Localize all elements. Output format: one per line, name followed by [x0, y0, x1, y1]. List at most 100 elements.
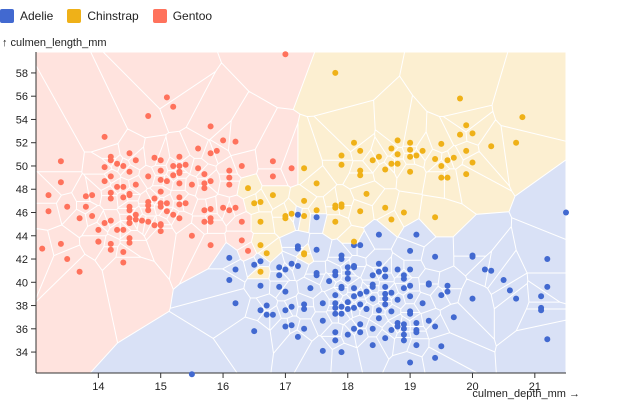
point-chinstrap[interactable]	[332, 218, 339, 225]
point-chinstrap[interactable]	[332, 69, 339, 76]
point-gentoo[interactable]	[201, 171, 208, 178]
point-adelie[interactable]	[188, 371, 195, 378]
point-adelie[interactable]	[344, 270, 351, 276]
point-adelie[interactable]	[369, 342, 376, 349]
point-adelie[interactable]	[419, 300, 426, 307]
point-gentoo[interactable]	[163, 200, 170, 207]
point-adelie[interactable]	[276, 283, 283, 290]
point-adelie[interactable]	[394, 296, 401, 303]
point-adelie[interactable]	[407, 266, 414, 273]
point-gentoo[interactable]	[170, 211, 177, 218]
point-gentoo[interactable]	[201, 207, 208, 214]
point-gentoo[interactable]	[157, 188, 164, 195]
point-adelie[interactable]	[263, 302, 270, 309]
point-adelie[interactable]	[382, 290, 389, 297]
point-chinstrap[interactable]	[282, 213, 289, 219]
point-gentoo[interactable]	[163, 94, 170, 101]
point-adelie[interactable]	[513, 295, 520, 302]
point-gentoo[interactable]	[170, 172, 177, 179]
point-gentoo[interactable]	[126, 150, 133, 157]
point-adelie[interactable]	[388, 327, 395, 333]
point-gentoo[interactable]	[132, 157, 139, 164]
point-gentoo[interactable]	[195, 145, 202, 152]
point-adelie[interactable]	[332, 337, 339, 344]
point-gentoo[interactable]	[188, 232, 195, 239]
point-adelie[interactable]	[282, 266, 289, 273]
point-adelie[interactable]	[332, 310, 339, 317]
point-gentoo[interactable]	[107, 189, 114, 196]
point-gentoo[interactable]	[76, 268, 83, 275]
point-chinstrap[interactable]	[313, 180, 320, 187]
point-adelie[interactable]	[500, 277, 507, 283]
point-adelie[interactable]	[357, 301, 364, 308]
point-adelie[interactable]	[363, 288, 370, 295]
point-adelie[interactable]	[351, 264, 357, 271]
point-chinstrap[interactable]	[457, 95, 463, 102]
point-gentoo[interactable]	[157, 200, 164, 207]
point-adelie[interactable]	[282, 288, 289, 295]
point-gentoo[interactable]	[207, 206, 214, 212]
point-gentoo[interactable]	[282, 51, 289, 58]
point-adelie[interactable]	[332, 300, 339, 307]
point-adelie[interactable]	[251, 328, 258, 335]
point-adelie[interactable]	[544, 336, 551, 343]
point-chinstrap[interactable]	[394, 137, 401, 144]
legend-item-gentoo[interactable]: Gentoo	[152, 9, 212, 23]
point-gentoo[interactable]	[39, 245, 46, 252]
point-gentoo[interactable]	[132, 181, 139, 188]
point-chinstrap[interactable]	[438, 174, 445, 181]
point-chinstrap[interactable]	[301, 213, 308, 219]
point-adelie[interactable]	[382, 335, 389, 342]
point-gentoo[interactable]	[201, 180, 208, 187]
point-chinstrap[interactable]	[313, 207, 320, 214]
point-adelie[interactable]	[351, 293, 357, 300]
point-adelie[interactable]	[344, 331, 351, 338]
point-adelie[interactable]	[294, 211, 301, 218]
point-chinstrap[interactable]	[444, 174, 451, 181]
point-chinstrap[interactable]	[375, 153, 382, 160]
point-adelie[interactable]	[382, 273, 389, 280]
point-gentoo[interactable]	[151, 154, 158, 161]
point-gentoo[interactable]	[163, 178, 170, 185]
point-chinstrap[interactable]	[257, 268, 264, 275]
point-chinstrap[interactable]	[432, 214, 439, 221]
point-gentoo[interactable]	[132, 211, 139, 218]
point-gentoo[interactable]	[57, 240, 64, 247]
point-gentoo[interactable]	[207, 218, 214, 225]
point-gentoo[interactable]	[145, 113, 152, 119]
point-gentoo[interactable]	[76, 215, 83, 222]
point-gentoo[interactable]	[157, 157, 164, 164]
point-chinstrap[interactable]	[369, 157, 376, 164]
point-adelie[interactable]	[357, 329, 364, 336]
point-gentoo[interactable]	[163, 208, 170, 215]
point-gentoo[interactable]	[151, 195, 158, 202]
legend-item-chinstrap[interactable]: Chinstrap	[67, 9, 139, 23]
point-adelie[interactable]	[413, 231, 420, 238]
point-gentoo[interactable]	[151, 222, 158, 229]
point-adelie[interactable]	[425, 280, 432, 287]
point-gentoo[interactable]	[170, 163, 177, 169]
point-adelie[interactable]	[332, 304, 339, 311]
point-chinstrap[interactable]	[288, 210, 295, 217]
point-gentoo[interactable]	[120, 259, 127, 266]
point-adelie[interactable]	[288, 303, 295, 310]
legend-item-adelie[interactable]: Adelie	[0, 9, 53, 23]
point-adelie[interactable]	[388, 289, 395, 296]
point-chinstrap[interactable]	[301, 165, 308, 172]
point-adelie[interactable]	[438, 343, 445, 350]
point-chinstrap[interactable]	[388, 145, 395, 152]
point-gentoo[interactable]	[213, 147, 220, 154]
point-gentoo[interactable]	[57, 179, 64, 186]
point-adelie[interactable]	[407, 359, 414, 366]
point-gentoo[interactable]	[107, 217, 114, 224]
point-gentoo[interactable]	[176, 215, 183, 222]
point-adelie[interactable]	[276, 272, 283, 279]
point-chinstrap[interactable]	[463, 147, 470, 154]
point-chinstrap[interactable]	[351, 238, 357, 245]
point-adelie[interactable]	[407, 310, 414, 317]
point-adelie[interactable]	[506, 287, 513, 294]
point-chinstrap[interactable]	[488, 143, 495, 150]
point-adelie[interactable]	[351, 325, 357, 332]
point-chinstrap[interactable]	[338, 201, 345, 208]
point-chinstrap[interactable]	[407, 139, 414, 146]
